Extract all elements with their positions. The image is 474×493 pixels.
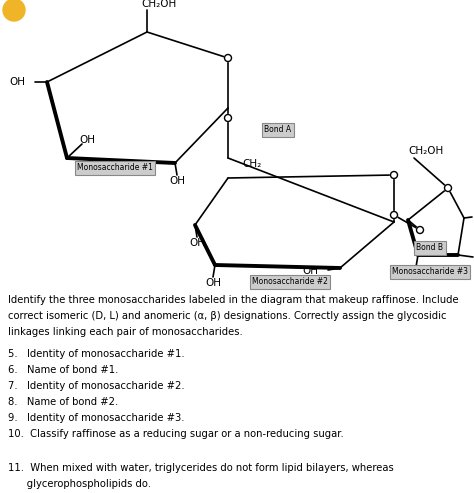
Text: Identify the three monosaccharides labeled in the diagram that makeup raffinose.: Identify the three monosaccharides label… (8, 295, 459, 305)
Text: 10.  Classify raffinose as a reducing sugar or a non-reducing sugar.: 10. Classify raffinose as a reducing sug… (8, 429, 344, 439)
Text: OH: OH (169, 176, 185, 186)
Circle shape (391, 172, 398, 178)
Text: 5.   Identity of monosaccharide #1.: 5. Identity of monosaccharide #1. (8, 349, 185, 359)
Text: OH: OH (79, 135, 95, 145)
Text: 8.   Name of bond #2.: 8. Name of bond #2. (8, 397, 118, 407)
Text: Monosaccharide #1: Monosaccharide #1 (77, 164, 153, 173)
Text: linkages linking each pair of monosaccharides.: linkages linking each pair of monosaccha… (8, 327, 243, 337)
Circle shape (445, 184, 452, 191)
Circle shape (225, 114, 231, 121)
Text: OH: OH (189, 238, 205, 248)
Circle shape (391, 211, 398, 218)
Text: 9.   Identity of monosaccharide #3.: 9. Identity of monosaccharide #3. (8, 413, 184, 423)
Text: Monosaccharide #2: Monosaccharide #2 (252, 278, 328, 286)
Circle shape (3, 0, 25, 21)
Text: CH₂: CH₂ (242, 159, 261, 169)
Text: Monosaccharide #3: Monosaccharide #3 (392, 268, 468, 277)
Text: OH: OH (9, 77, 25, 87)
Text: CH₂OH: CH₂OH (141, 0, 177, 9)
Text: Bond B: Bond B (417, 244, 444, 252)
Text: Bond A: Bond A (264, 126, 292, 135)
Text: glycerophospholipids do.: glycerophospholipids do. (8, 479, 151, 489)
Text: 11.  When mixed with water, triglycerides do not form lipid bilayers, whereas: 11. When mixed with water, triglycerides… (8, 463, 394, 473)
Text: OH: OH (408, 268, 424, 278)
Text: OH: OH (205, 278, 221, 288)
Text: correct isomeric (D, L) and anomeric (α, β) designations. Correctly assign the g: correct isomeric (D, L) and anomeric (α,… (8, 311, 447, 321)
Circle shape (417, 226, 423, 234)
Text: CH₂OH: CH₂OH (409, 146, 444, 156)
Text: OH: OH (302, 266, 318, 276)
Circle shape (225, 55, 231, 62)
Text: 6.   Name of bond #1.: 6. Name of bond #1. (8, 365, 118, 375)
Text: 7.   Identity of monosaccharide #2.: 7. Identity of monosaccharide #2. (8, 381, 185, 391)
